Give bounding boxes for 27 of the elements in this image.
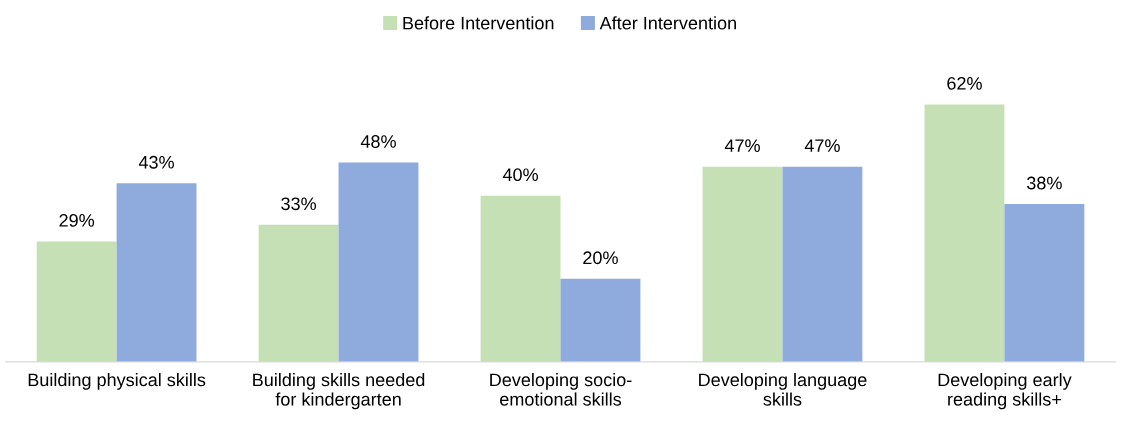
data-label: 29% bbox=[59, 214, 95, 227]
bar bbox=[480, 195, 561, 362]
x-tick-label: Developing socio- emotional skills bbox=[490, 372, 632, 406]
data-label: 47% bbox=[724, 139, 760, 152]
data-label: 40% bbox=[502, 168, 538, 182]
data-label: 38% bbox=[1026, 176, 1062, 190]
data-label: 20% bbox=[583, 251, 618, 265]
bar bbox=[1004, 204, 1085, 362]
x-tick-label: Developing early reading skills+ bbox=[938, 372, 1072, 410]
x-tick-label: Building physical skills bbox=[28, 372, 206, 390]
data-label: 48% bbox=[360, 135, 396, 148]
bar bbox=[116, 183, 197, 362]
data-label: 47% bbox=[804, 139, 840, 152]
bar bbox=[924, 104, 1005, 362]
bar bbox=[782, 166, 863, 362]
x-tick-label: Building skills needed for kindergarten bbox=[253, 372, 425, 410]
bar bbox=[338, 162, 419, 362]
legend-label: Before Intervention bbox=[403, 16, 554, 30]
data-label: 33% bbox=[281, 197, 317, 211]
bar bbox=[560, 278, 641, 362]
bar bbox=[36, 241, 117, 362]
data-label: 62% bbox=[947, 76, 982, 90]
bar bbox=[258, 224, 339, 362]
bar bbox=[702, 166, 783, 362]
data-label: 43% bbox=[138, 155, 174, 169]
x-tick-label: Developing language skills bbox=[699, 372, 867, 406]
legend-label: After Intervention bbox=[599, 16, 736, 30]
